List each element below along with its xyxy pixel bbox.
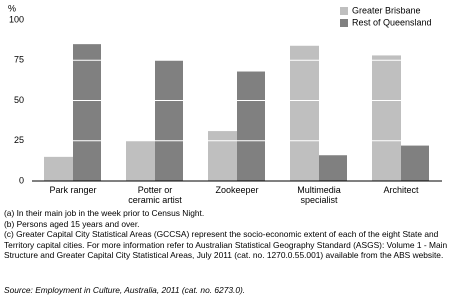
- legend-label: Greater Brisbane: [352, 5, 421, 15]
- y-tick-label: 0: [19, 175, 24, 185]
- bar: [372, 55, 401, 181]
- legend-label: Rest of Queensland: [352, 17, 432, 27]
- bar: [401, 145, 429, 181]
- y-tick-label: 75: [14, 55, 24, 65]
- bar: [208, 131, 237, 181]
- source: Source: Employment in Culture, Australia…: [4, 285, 246, 295]
- legend-swatch: [340, 19, 348, 27]
- x-tick-label: Architect: [383, 185, 419, 195]
- x-tick-label: Zookeeper: [215, 185, 259, 195]
- bar: [73, 44, 101, 182]
- chart: % 0 25 50 75 100 Greater Brisbane Rest of Quee…: [8, 3, 442, 185]
- bar: [126, 140, 155, 181]
- bar: [155, 60, 183, 181]
- footnote: (c) Greater Capital City Statistical Are…: [4, 229, 448, 261]
- footnote: (a) In their main job in the week prior …: [4, 208, 205, 218]
- footnote: (b) Persons aged 15 years and over.: [4, 218, 140, 229]
- footnotes: (a) In their main job in the week prior …: [4, 208, 450, 261]
- y-tick-label: 100: [9, 14, 24, 24]
- bar: [44, 156, 73, 181]
- y-tick-label: 25: [14, 135, 24, 145]
- x-tick-label: Multimedia specialist: [297, 185, 341, 205]
- legend-swatch: [340, 7, 348, 15]
- bar: [237, 71, 265, 181]
- x-tick-label: Park ranger: [49, 185, 97, 195]
- y-axis-label: %: [8, 3, 16, 13]
- bar: [290, 45, 319, 182]
- y-tick-label: 50: [14, 95, 24, 105]
- bar: [319, 155, 347, 181]
- x-tick-label: Potter or ceramic artist: [128, 185, 182, 205]
